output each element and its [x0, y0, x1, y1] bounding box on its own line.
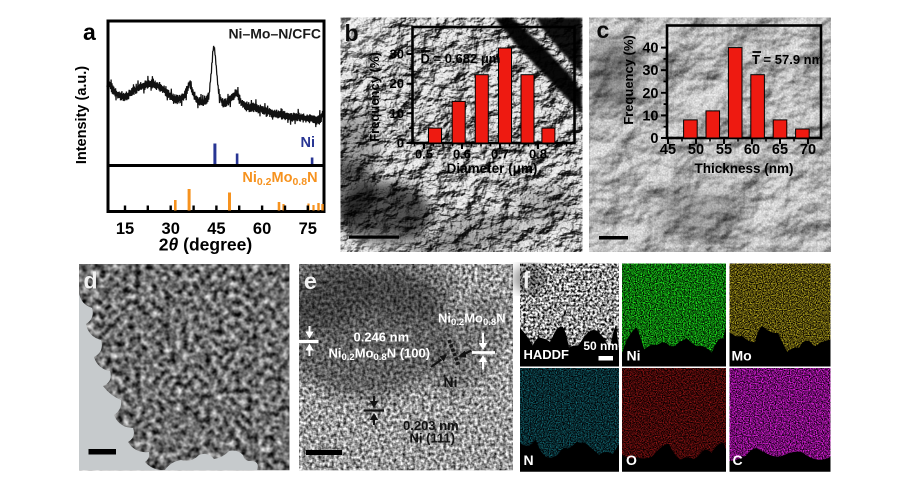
svg-text:0.6: 0.6: [453, 147, 471, 162]
svg-text:0.5: 0.5: [415, 147, 433, 162]
svg-text:2θ (degree): 2θ (degree): [159, 235, 252, 255]
svg-text:0: 0: [397, 136, 404, 151]
svg-text:20: 20: [642, 86, 658, 102]
svg-text:45: 45: [660, 142, 676, 158]
svg-text:N: N: [524, 452, 534, 468]
svg-text:50: 50: [688, 142, 704, 158]
svg-text:e: e: [304, 268, 317, 294]
svg-text:0.246 nm: 0.246 nm: [354, 330, 410, 345]
svg-text:Diameter (μm): Diameter (μm): [447, 161, 538, 176]
svg-text:Ni: Ni: [444, 374, 458, 390]
svg-text:b: b: [345, 20, 359, 46]
svg-text:10: 10: [390, 106, 404, 121]
svg-text:d: d: [84, 268, 98, 294]
svg-text:Ni–Mo–N/CFC: Ni–Mo–N/CFC: [228, 26, 321, 42]
svg-text:0.7: 0.7: [491, 147, 509, 162]
svg-text:Ni (111): Ni (111): [410, 431, 456, 446]
svg-text:50 nm: 50 nm: [583, 339, 618, 353]
svg-text:Ni0.2Mo0.8N (100): Ni0.2Mo0.8N (100): [329, 346, 431, 364]
svg-text:Ni0.2Mo0.8N: Ni0.2Mo0.8N: [438, 311, 506, 329]
svg-text:C: C: [733, 452, 743, 468]
svg-text:Thickness (nm): Thickness (nm): [694, 161, 793, 176]
svg-text:60: 60: [253, 220, 271, 238]
svg-text:40: 40: [642, 41, 658, 57]
svg-text:T = 57.9 nm: T = 57.9 nm: [752, 52, 823, 67]
svg-text:O: O: [626, 452, 637, 468]
svg-text:D = 0.682 μm: D = 0.682 μm: [421, 51, 501, 66]
svg-text:0: 0: [650, 131, 658, 147]
svg-text:30: 30: [642, 63, 658, 79]
svg-text:Intensity (a.u.): Intensity (a.u.): [74, 66, 90, 164]
svg-text:15: 15: [116, 220, 134, 238]
svg-text:HADDF: HADDF: [524, 347, 570, 362]
svg-text:75: 75: [299, 220, 317, 238]
svg-text:f: f: [523, 267, 531, 293]
svg-text:0.203 nm: 0.203 nm: [403, 418, 459, 433]
svg-text:c: c: [597, 17, 610, 43]
svg-text:30: 30: [162, 220, 180, 238]
svg-text:70: 70: [800, 142, 816, 158]
svg-text:Ni: Ni: [627, 348, 641, 364]
svg-text:Frequency (%): Frequency (%): [621, 35, 636, 125]
svg-text:Ni0.2Mo0.8N: Ni0.2Mo0.8N: [242, 170, 317, 188]
svg-text:55: 55: [716, 142, 732, 158]
svg-text:20: 20: [390, 76, 404, 91]
svg-text:65: 65: [772, 142, 788, 158]
svg-text:30: 30: [390, 47, 404, 62]
svg-text:Mo: Mo: [732, 348, 752, 364]
svg-text:Ni: Ni: [301, 135, 316, 151]
svg-text:45: 45: [207, 220, 225, 238]
svg-text:Frequency (%): Frequency (%): [367, 52, 382, 142]
svg-text:0.8: 0.8: [529, 147, 547, 162]
svg-text:60: 60: [744, 142, 760, 158]
svg-text:10: 10: [642, 108, 658, 124]
svg-text:a: a: [83, 19, 96, 45]
